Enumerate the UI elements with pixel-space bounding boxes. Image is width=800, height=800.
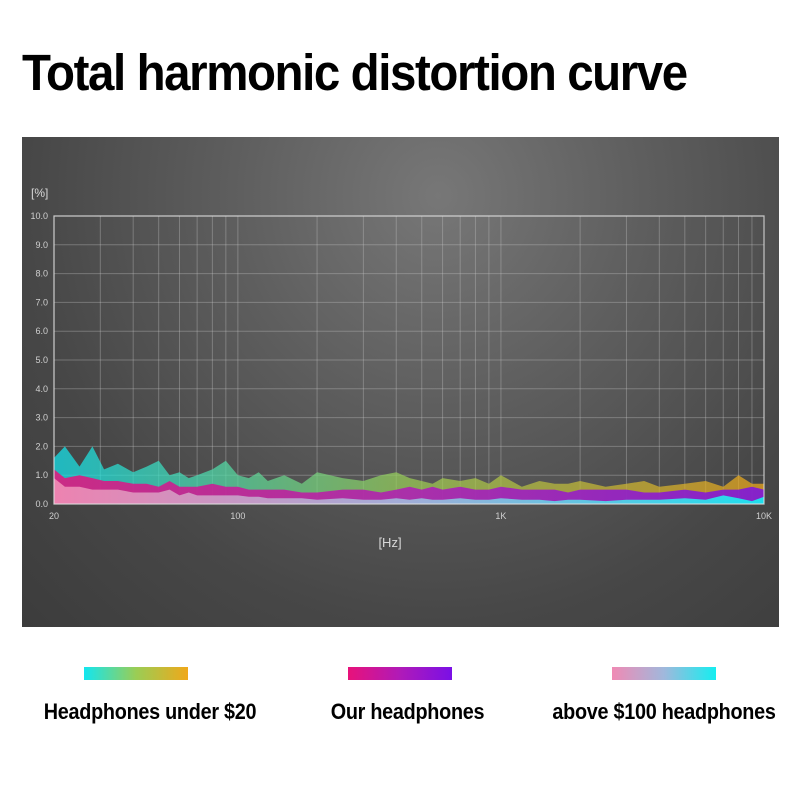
x-tick-label: 100 bbox=[230, 511, 245, 521]
y-tick-label: 9.0 bbox=[35, 240, 48, 250]
y-tick-label: 6.0 bbox=[35, 326, 48, 336]
x-tick-label: 10K bbox=[756, 511, 772, 521]
y-tick-label: 10.0 bbox=[30, 211, 48, 221]
x-tick-label: 20 bbox=[49, 511, 59, 521]
y-tick-label: 7.0 bbox=[35, 297, 48, 307]
legend-swatch-above-100 bbox=[612, 667, 716, 680]
axes: 0.0 1.0 2.0 3.0 4.0 5.0 6.0 7.0 8.0 9.0 10.0 20 100 1… bbox=[30, 186, 772, 550]
page-title: Total harmonic distortion curve bbox=[22, 44, 688, 101]
series-area-above-100 bbox=[54, 478, 764, 504]
legend-label-ours: Our headphones bbox=[330, 699, 485, 724]
y-tick-label: 1.0 bbox=[35, 470, 48, 480]
y-tick-label: 8.0 bbox=[35, 269, 48, 279]
x-tick-label: 1K bbox=[495, 511, 506, 521]
y-tick-label: 4.0 bbox=[35, 384, 48, 394]
y-tick-label: 3.0 bbox=[35, 413, 48, 423]
grid bbox=[53, 215, 764, 505]
y-tick-label: 2.0 bbox=[35, 441, 48, 451]
y-tick-label: 5.0 bbox=[35, 355, 48, 365]
legend-label-under-20: Headphones under $20 bbox=[43, 699, 257, 724]
legend-swatch-under-20 bbox=[84, 667, 188, 680]
legend-swatch-ours bbox=[348, 667, 452, 680]
chart-panel: 0.0 1.0 2.0 3.0 4.0 5.0 6.0 7.0 8.0 9.0 10.0 20 100 1… bbox=[22, 137, 779, 627]
series-areas bbox=[54, 446, 764, 504]
thd-chart: 0.0 1.0 2.0 3.0 4.0 5.0 6.0 7.0 8.0 9.0 10.0 20 100 1… bbox=[30, 186, 772, 550]
series-area-ours bbox=[54, 469, 764, 504]
plot-frame bbox=[53, 215, 765, 505]
y-tick-label: 0.0 bbox=[35, 499, 48, 509]
legend-label-above-100: above $100 headphones bbox=[552, 699, 776, 724]
x-axis-label: [Hz] bbox=[378, 535, 401, 550]
y-axis-label: [%] bbox=[31, 186, 48, 200]
